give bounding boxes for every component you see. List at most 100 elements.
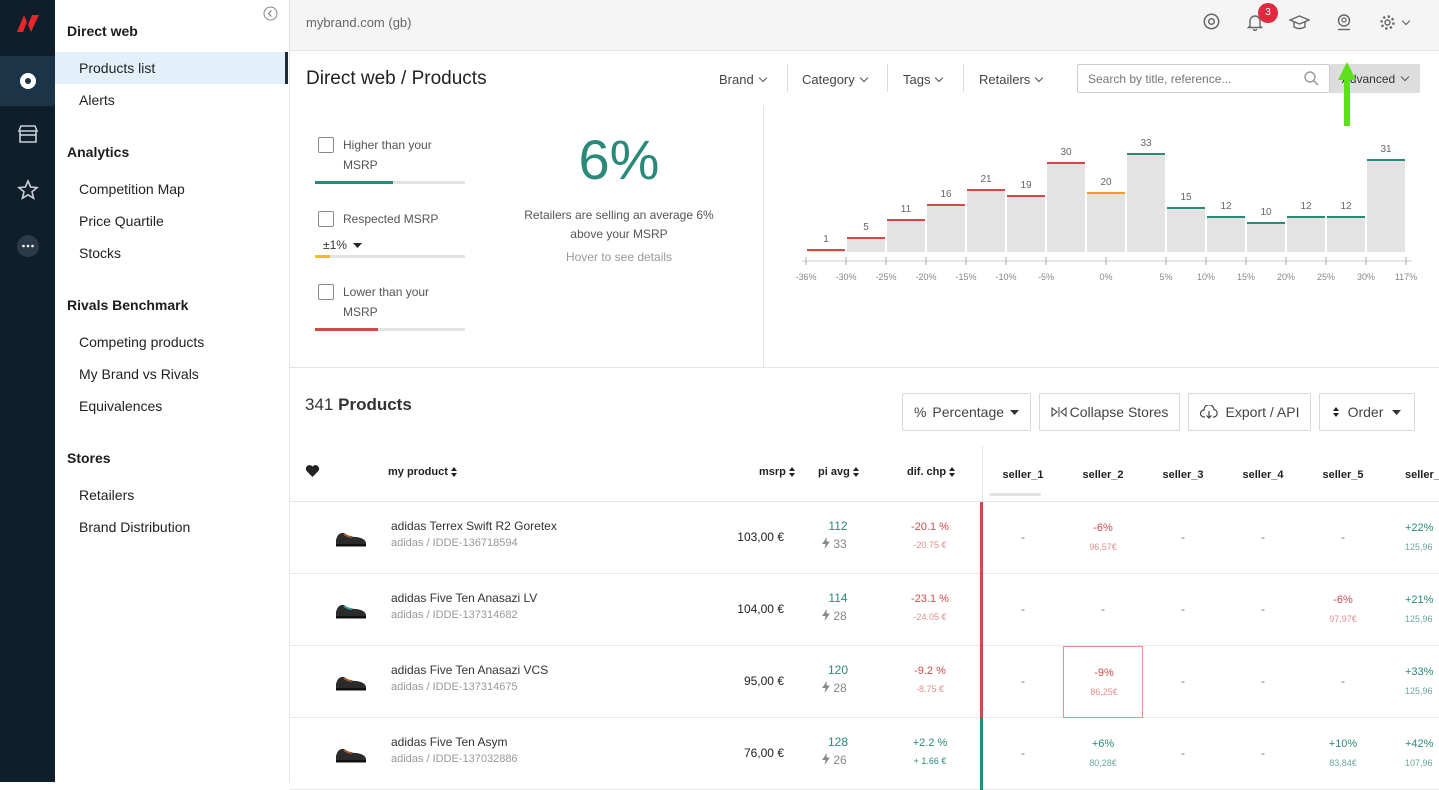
column-my-product[interactable]: my product — [388, 466, 457, 478]
sidebar-item-alerts[interactable]: Alerts — [79, 92, 115, 108]
collapse-stores-button[interactable]: Collapse Stores — [1039, 393, 1180, 431]
export-label: Export / API — [1225, 404, 1300, 420]
sidebar-item-my-brand-vs-rivals[interactable]: My Brand vs Rivals — [79, 366, 199, 382]
histogram-bar-label: 12 — [1340, 201, 1352, 212]
histogram-bar-cap — [1247, 222, 1285, 224]
sidebar-item-retailers[interactable]: Retailers — [79, 487, 135, 503]
search-input[interactable] — [1077, 64, 1330, 93]
product-name[interactable]: adidas Five Ten Asym — [391, 735, 508, 749]
seller-cell[interactable]: +22% 125,96 — [1383, 502, 1439, 574]
column-seller-3[interactable]: seller_3 — [1162, 469, 1204, 481]
logo-icon[interactable] — [0, 0, 55, 46]
seller-cell[interactable]: - — [1143, 646, 1223, 718]
respected-msrp-checkbox[interactable] — [318, 211, 334, 227]
star-icon[interactable] — [0, 169, 55, 211]
table-row[interactable]: adidas Five Ten Anasazi LV adidas / IDDE… — [290, 574, 1439, 646]
chrome-extension-icon[interactable] — [1203, 13, 1220, 35]
column-msrp[interactable]: msrp — [759, 466, 795, 478]
hover-hint: Hover to see details — [565, 250, 673, 264]
order-label: Order — [1347, 404, 1384, 420]
bell-icon[interactable] — [1246, 14, 1264, 36]
lower-than-msrp-checkbox[interactable] — [318, 284, 334, 300]
search-icon[interactable] — [1304, 71, 1319, 91]
table-row[interactable]: adidas Five Ten Asym adidas / IDDE-13703… — [290, 718, 1439, 790]
sidebar-item-equivalences[interactable]: Equivalences — [79, 398, 163, 414]
product-name[interactable]: adidas Terrex Swift R2 Goretex — [391, 519, 557, 533]
column-seller-4[interactable]: seller_4 — [1242, 469, 1284, 481]
sidebar-item-competing-products[interactable]: Competing products — [79, 334, 205, 350]
horizontal-scrollbar[interactable] — [989, 493, 1041, 496]
count-label: Products — [338, 395, 412, 414]
sidebar-item-price-quartile[interactable]: Price Quartile — [79, 213, 164, 229]
seller-cell[interactable]: - — [1223, 574, 1303, 646]
seller-cell[interactable]: +42% 107,96 — [1383, 718, 1439, 790]
seller-price: 80,28€ — [1089, 758, 1117, 768]
site-selector[interactable]: mybrand.com (gb) — [306, 15, 412, 30]
seller-cell[interactable]: +6% 80,28€ — [1063, 718, 1143, 790]
sort-icon — [450, 467, 457, 477]
seller-cell[interactable]: -6% 97,97€ — [1303, 574, 1383, 646]
seller-cell[interactable]: - — [1223, 646, 1303, 718]
product-reference: adidas / IDDE-137032886 — [391, 753, 518, 765]
filter-brand[interactable]: Brand — [719, 68, 767, 90]
histogram-bar-label: 10 — [1260, 207, 1272, 218]
sidebar-item-products-list[interactable]: Products list — [55, 52, 288, 84]
seller-cell[interactable]: - — [983, 502, 1063, 574]
tolerance-dropdown[interactable]: ±1% — [323, 238, 362, 252]
status-stripe — [980, 718, 983, 790]
seller-cell[interactable]: - — [1063, 574, 1143, 646]
sidebar: Direct web Products list Alerts Analytic… — [55, 0, 290, 782]
seller-cell[interactable]: - — [1303, 646, 1383, 718]
column-seller-6[interactable]: seller_ — [1405, 469, 1439, 481]
seller-empty: - — [1181, 746, 1185, 760]
x-tick-label: -15% — [955, 272, 976, 282]
sidebar-item-stocks[interactable]: Stocks — [79, 245, 122, 261]
seller-cell[interactable]: - — [1143, 718, 1223, 790]
favorite-heart-icon[interactable] — [305, 464, 320, 483]
seller-cell[interactable]: - — [1223, 718, 1303, 790]
products-nav-icon[interactable] — [0, 56, 55, 106]
export-api-button[interactable]: Export / API — [1188, 393, 1311, 431]
seller-empty: - — [1181, 530, 1185, 544]
seller-cell[interactable]: +10% 83,84€ — [1303, 718, 1383, 790]
histogram-bar-label: 5 — [863, 222, 869, 233]
histogram-bar-cap — [847, 237, 885, 239]
column-seller-1[interactable]: seller_1 — [1002, 469, 1044, 481]
graduation-cap-icon[interactable] — [1288, 15, 1311, 35]
seller-price: 96,57€ — [1089, 542, 1117, 552]
column-dif-chp[interactable]: dif. chp — [907, 466, 956, 478]
filter-tags[interactable]: Tags — [903, 68, 944, 90]
collapse-sidebar-icon[interactable] — [263, 6, 278, 26]
histogram-bar-cap — [967, 189, 1005, 191]
product-name[interactable]: adidas Five Ten Anasazi VCS — [391, 663, 549, 677]
seller-cell[interactable]: +21% 125,96 — [1383, 574, 1439, 646]
order-dropdown[interactable]: Order — [1319, 393, 1415, 431]
filter-category[interactable]: Category — [802, 68, 868, 90]
percentage-dropdown[interactable]: % Percentage — [902, 393, 1031, 431]
product-name[interactable]: adidas Five Ten Anasazi LV — [391, 591, 538, 605]
user-icon[interactable] — [1336, 14, 1352, 36]
sidebar-item-brand-distribution[interactable]: Brand Distribution — [79, 519, 191, 535]
column-pi-avg[interactable]: pi avg — [818, 466, 859, 478]
seller-cell[interactable]: - — [1143, 574, 1223, 646]
sidebar-item-competition-map[interactable]: Competition Map — [79, 181, 185, 197]
filter-retailers[interactable]: Retailers — [979, 68, 1044, 90]
column-seller-5[interactable]: seller_5 — [1322, 469, 1364, 481]
seller-cell[interactable]: +33% 125,96 — [1383, 646, 1439, 718]
seller-cell[interactable]: -6% 96,57€ — [1063, 502, 1143, 574]
seller-cell[interactable]: - — [983, 646, 1063, 718]
seller-cell[interactable]: -9% 86,25€ — [1063, 646, 1143, 718]
table-row[interactable]: adidas Terrex Swift R2 Goretex adidas / … — [290, 502, 1439, 574]
seller-cell[interactable]: - — [1223, 502, 1303, 574]
seller-cell[interactable]: - — [983, 718, 1063, 790]
caret-down-icon — [1010, 409, 1020, 415]
table-row[interactable]: adidas Five Ten Anasazi VCS adidas / IDD… — [290, 646, 1439, 718]
column-seller-2[interactable]: seller_2 — [1082, 469, 1124, 481]
seller-cell[interactable]: - — [983, 574, 1063, 646]
more-icon[interactable] — [0, 225, 55, 267]
higher-than-msrp-checkbox[interactable] — [318, 137, 334, 153]
settings-menu[interactable] — [1379, 14, 1411, 31]
seller-cell[interactable]: - — [1143, 502, 1223, 574]
seller-cell[interactable]: - — [1303, 502, 1383, 574]
store-icon[interactable] — [0, 113, 55, 155]
